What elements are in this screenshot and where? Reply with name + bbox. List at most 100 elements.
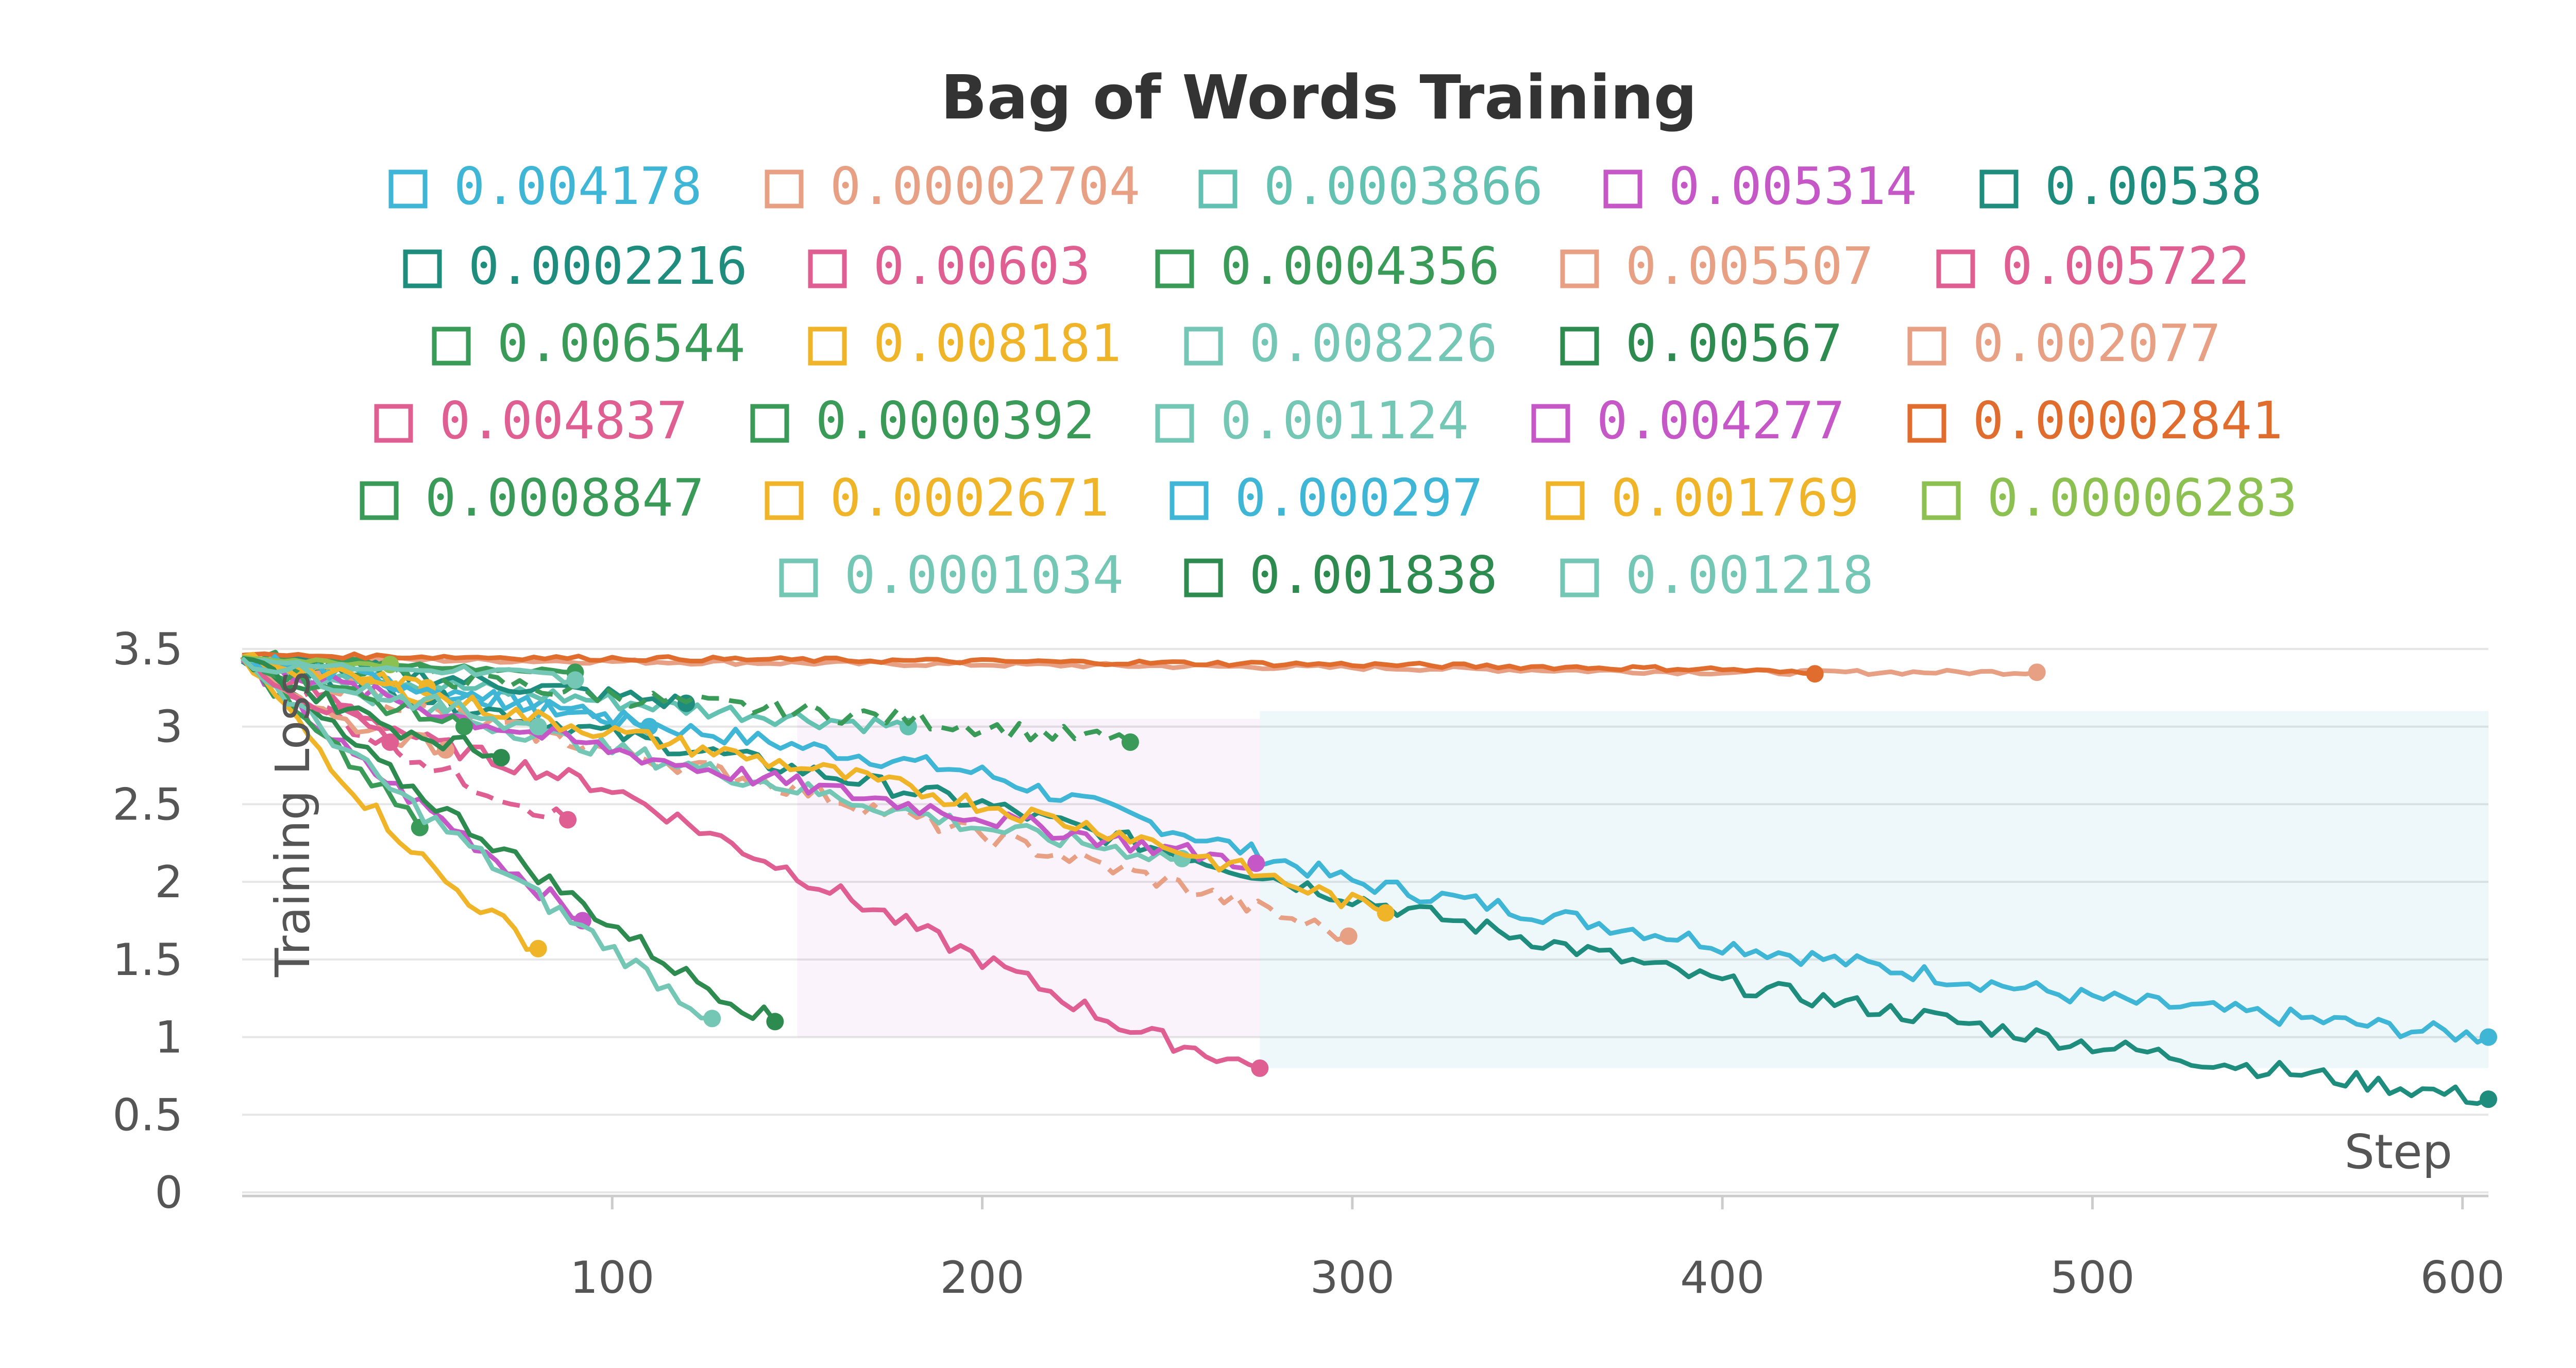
legend-swatch bbox=[765, 169, 804, 209]
legend-item-0.005507: 0.005507 bbox=[1560, 236, 1874, 296]
legend-item-0.0003866: 0.0003866 bbox=[1198, 156, 1543, 216]
series-line-0.004178 bbox=[242, 654, 2489, 1045]
legend-swatch bbox=[374, 404, 413, 443]
series-endpoint-0.0001034 bbox=[566, 671, 584, 689]
legend-swatch bbox=[1531, 404, 1570, 443]
chart-legend: 0.004178 0.00002704 0.0003866 0.005314 0.005… bbox=[360, 156, 2297, 605]
legend-item-0.00538: 0.00538 bbox=[1979, 156, 2262, 216]
legend-swatch bbox=[765, 481, 804, 520]
legend-label: 0.00002841 bbox=[1973, 390, 2283, 451]
series-endpoint-0.0008847 bbox=[455, 717, 473, 736]
series-endpoint-0.004178 bbox=[2480, 1028, 2497, 1046]
y-tick-label: 3.5 bbox=[112, 624, 183, 675]
legend-label: 0.0002216 bbox=[468, 236, 748, 296]
legend-label: 0.001124 bbox=[1221, 390, 1469, 451]
legend-swatch bbox=[403, 249, 442, 288]
legend-label: 0.005722 bbox=[2002, 236, 2250, 296]
series-endpoint-0.008181 bbox=[529, 939, 547, 957]
y-tick-label: 0 bbox=[155, 1167, 183, 1219]
series-endpoint-0.001838 bbox=[492, 749, 510, 766]
series-endpoint-0.008226 bbox=[703, 1010, 721, 1028]
legend-swatch bbox=[779, 558, 818, 597]
legend-label: 0.006544 bbox=[497, 313, 745, 373]
legend-swatch bbox=[360, 481, 399, 520]
y-tick-label: 1 bbox=[155, 1012, 183, 1064]
legend-swatch bbox=[388, 169, 428, 209]
legend-item-0.000297: 0.000297 bbox=[1170, 468, 1483, 528]
x-tick-label: 300 bbox=[1310, 1252, 1395, 1304]
legend-swatch bbox=[1907, 404, 1946, 443]
legend-item-0.004837: 0.004837 bbox=[374, 390, 688, 451]
chart-grid bbox=[242, 648, 2488, 1193]
series-endpoint-0.001769 bbox=[1377, 904, 1395, 922]
legend-swatch bbox=[1560, 327, 1599, 366]
legend-item-0.0002671: 0.0002671 bbox=[765, 468, 1109, 528]
legend-swatch bbox=[808, 327, 847, 366]
legend-label: 0.008181 bbox=[873, 313, 1122, 373]
x-tick-label: 500 bbox=[2050, 1252, 2134, 1304]
series-endpoint-0.001218 bbox=[529, 717, 547, 736]
legend-item-0.004178: 0.004178 bbox=[388, 156, 702, 216]
legend-item-0.0004356: 0.0004356 bbox=[1155, 236, 1500, 296]
series-line-0.0001034 bbox=[242, 656, 576, 685]
series-line-0.005507 bbox=[241, 655, 1350, 942]
legend-swatch bbox=[1170, 481, 1209, 520]
legend-swatch bbox=[1560, 558, 1599, 597]
legend-swatch bbox=[432, 327, 471, 366]
legend-item-0.001124: 0.001124 bbox=[1155, 390, 1469, 451]
legend-item-0.001769: 0.001769 bbox=[1546, 468, 1859, 528]
chart-title: Bag of Words Training bbox=[941, 62, 1697, 133]
legend-label: 0.00002704 bbox=[830, 156, 1140, 216]
legend-swatch bbox=[750, 404, 789, 443]
series-line-0.008226 bbox=[240, 656, 713, 1021]
legend-swatch bbox=[1936, 249, 1975, 288]
x-tick-label: 200 bbox=[940, 1252, 1024, 1304]
y-tick-label: 3 bbox=[155, 702, 183, 753]
legend-label: 0.001769 bbox=[1611, 468, 1859, 528]
legend-item-0.004277: 0.004277 bbox=[1531, 390, 1845, 451]
legend-label: 0.0001034 bbox=[844, 545, 1124, 605]
legend-swatch bbox=[1198, 169, 1238, 209]
y-tick-label: 0.5 bbox=[112, 1089, 183, 1141]
legend-label: 0.001218 bbox=[1625, 545, 1874, 605]
legend-item-0.0000392: 0.0000392 bbox=[750, 390, 1095, 451]
legend-swatch bbox=[1603, 169, 1642, 209]
series-line-0.0004356 bbox=[241, 649, 1132, 744]
legend-item-0.006544: 0.006544 bbox=[432, 313, 745, 373]
legend-item-0.005314: 0.005314 bbox=[1603, 156, 1917, 216]
legend-swatch bbox=[1546, 481, 1585, 520]
series-line-0.00002841 bbox=[242, 651, 1815, 676]
series-endpoint-0.00002841 bbox=[1806, 665, 1824, 683]
legend-label: 0.00567 bbox=[1625, 313, 1842, 373]
legend-swatch bbox=[1922, 481, 1961, 520]
x-tick-label: 600 bbox=[2420, 1252, 2505, 1304]
series-endpoint-0.00567 bbox=[766, 1013, 784, 1031]
series-endpoint-0.004837 bbox=[381, 733, 399, 751]
legend-item-0.005722: 0.005722 bbox=[1936, 236, 2250, 296]
series-endpoint-0.004277 bbox=[1247, 854, 1265, 872]
legend-swatch bbox=[1155, 404, 1194, 443]
y-tick-label: 2 bbox=[155, 857, 183, 908]
chart-axes: 0 0.5 1 1.5 2 2.5 3 3.5 100 200 300 400 500 600 bbox=[112, 624, 2505, 1304]
legend-item-0.002077: 0.002077 bbox=[1907, 313, 2221, 373]
legend-item-0.001838: 0.001838 bbox=[1184, 545, 1498, 605]
legend-label: 0.00538 bbox=[2045, 156, 2262, 216]
series-line-0.005722 bbox=[242, 655, 570, 822]
confidence-bands bbox=[797, 711, 2488, 1068]
band-0.004178 bbox=[1260, 711, 2488, 1068]
legend-item-0.00567: 0.00567 bbox=[1560, 313, 1842, 373]
legend-label: 0.001838 bbox=[1249, 545, 1498, 605]
legend-label: 0.008226 bbox=[1249, 313, 1498, 373]
legend-item-0.001218: 0.001218 bbox=[1560, 545, 1874, 605]
legend-label: 0.0003866 bbox=[1264, 156, 1543, 216]
legend-item-0.0001034: 0.0001034 bbox=[779, 545, 1124, 605]
legend-swatch bbox=[1155, 249, 1194, 288]
series-line-0.008181 bbox=[240, 655, 538, 952]
series-endpoint-0.00002704 bbox=[2028, 663, 2046, 681]
legend-label: 0.004277 bbox=[1597, 390, 1845, 451]
legend-swatch bbox=[1184, 558, 1223, 597]
legend-item-0.00603: 0.00603 bbox=[808, 236, 1090, 296]
legend-swatch bbox=[1184, 327, 1223, 366]
legend-label: 0.0004356 bbox=[1221, 236, 1500, 296]
